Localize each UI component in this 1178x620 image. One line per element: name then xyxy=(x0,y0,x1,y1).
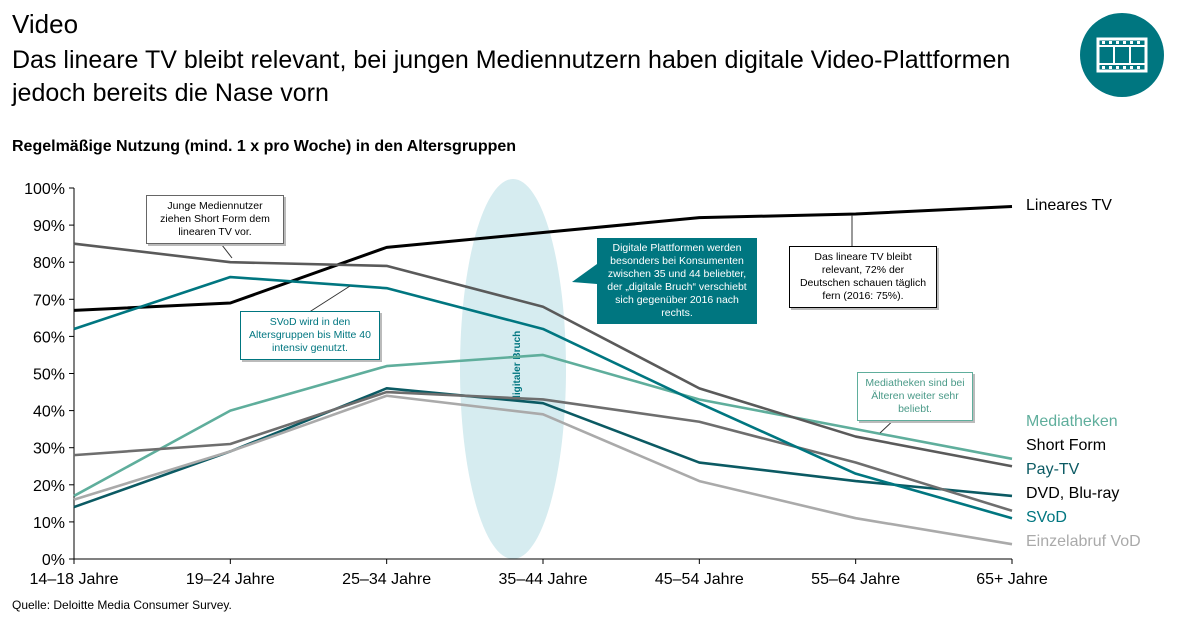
digital-callout-pointer xyxy=(572,264,597,284)
series-line-svod xyxy=(73,275,1013,520)
y-tick-label: 30% xyxy=(33,441,65,458)
y-tick-label: 60% xyxy=(33,329,65,346)
digital-break-highlight xyxy=(460,179,566,559)
y-tick-label: 70% xyxy=(33,292,65,309)
y-tick-label: 40% xyxy=(33,404,65,421)
film-strip-badge xyxy=(1080,13,1164,97)
page-subtitle: Das lineare TV bleibt relevant, bei jung… xyxy=(12,46,1011,107)
callout-short-form: Junge Mediennutzer ziehen Short Form dem… xyxy=(146,195,284,244)
y-tick-label: 0% xyxy=(42,552,65,569)
callout-digital-platforms: Digitale Plattformen werden besonders be… xyxy=(597,238,757,324)
legend-label: Pay-TV xyxy=(1026,461,1080,478)
page-title: Video xyxy=(12,9,79,39)
legend-label: DVD, Blu-ray xyxy=(1026,485,1120,502)
series-line-mediatheken xyxy=(73,353,1013,498)
digital-break-label: digitaler Bruch xyxy=(512,331,523,402)
source-note: Quelle: Deloitte Media Consumer Survey. xyxy=(12,598,232,612)
y-tick-label: 50% xyxy=(33,367,65,384)
x-tick-label: 55–64 Jahre xyxy=(811,571,900,588)
x-tick-label: 65+ Jahre xyxy=(976,571,1048,588)
y-tick-label: 20% xyxy=(33,478,65,495)
x-tick-label: 45–54 Jahre xyxy=(655,571,744,588)
callout-svod: SVoD wird in den Altersgruppen bis Mitte… xyxy=(240,311,380,360)
chart-heading: Regelmäßige Nutzung (mind. 1 x pro Woche… xyxy=(12,138,517,155)
x-tick-label: 25–34 Jahre xyxy=(342,571,431,588)
callout-linear-tv: Das lineare TV bleibt relevant, 72% der … xyxy=(789,246,937,308)
y-tick-label: 100% xyxy=(24,181,65,198)
x-tick-label: 35–44 Jahre xyxy=(499,571,588,588)
series-line-short-form xyxy=(73,242,1013,468)
legend-label: Lineares TV xyxy=(1026,197,1112,214)
x-tick-label: 19–24 Jahre xyxy=(186,571,275,588)
y-tick-label: 80% xyxy=(33,255,65,272)
legend-label: Mediatheken xyxy=(1026,413,1118,430)
x-tick-label: 14–18 Jahre xyxy=(30,571,119,588)
legend-label: SVoD xyxy=(1026,509,1067,526)
series-line-lineares-tv xyxy=(73,205,1013,312)
y-tick-label: 10% xyxy=(33,515,65,532)
series-line-einzelabruf-vod xyxy=(73,394,1013,546)
callout-mediatheken: Mediatheken sind bei Älteren weiter sehr… xyxy=(857,372,973,421)
film-strip-icon xyxy=(1096,37,1148,73)
y-tick-label: 90% xyxy=(33,218,65,235)
legend-label: Short Form xyxy=(1026,437,1107,454)
series-line-dvd-blu-ray xyxy=(73,390,1013,513)
legend-label: Einzelabruf VoD xyxy=(1026,533,1141,550)
